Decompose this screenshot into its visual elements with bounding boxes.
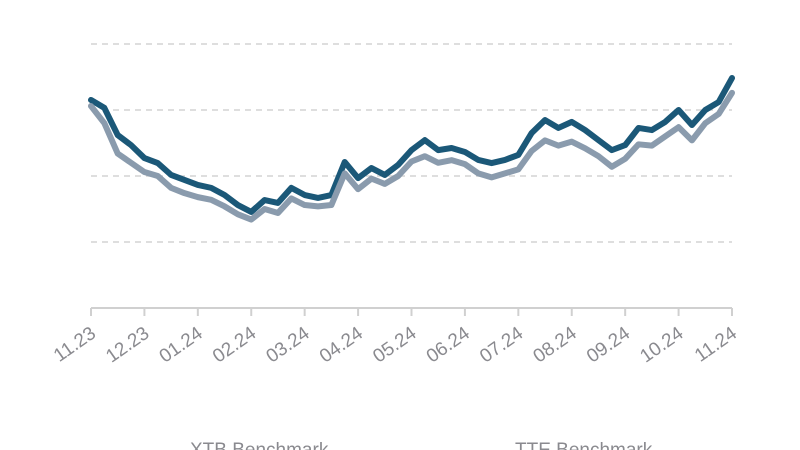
- x-tick-label: 11.23: [50, 323, 100, 367]
- x-tick-label: 10.24: [636, 323, 687, 368]
- x-tick-label: 02.24: [209, 323, 260, 368]
- legend-label: TTE Benchmark: [515, 440, 653, 450]
- x-tick-label: 09.24: [583, 323, 634, 368]
- x-tick-label: 08.24: [530, 323, 581, 368]
- x-tick-label: 07.24: [476, 323, 527, 368]
- x-tick-label: 05.24: [369, 323, 420, 368]
- legend-label: XTB Benchmark: [190, 440, 329, 450]
- x-tick-label: 03.24: [263, 323, 314, 368]
- series-line: [88, 75, 735, 215]
- x-tick-label: 11.24: [691, 323, 741, 367]
- x-tick-label: 12.23: [102, 323, 153, 367]
- x-tick-label: 04.24: [316, 323, 367, 368]
- x-tick-label: 06.24: [423, 323, 474, 368]
- x-tick-label: 01.24: [156, 323, 207, 368]
- series-line: [88, 89, 735, 223]
